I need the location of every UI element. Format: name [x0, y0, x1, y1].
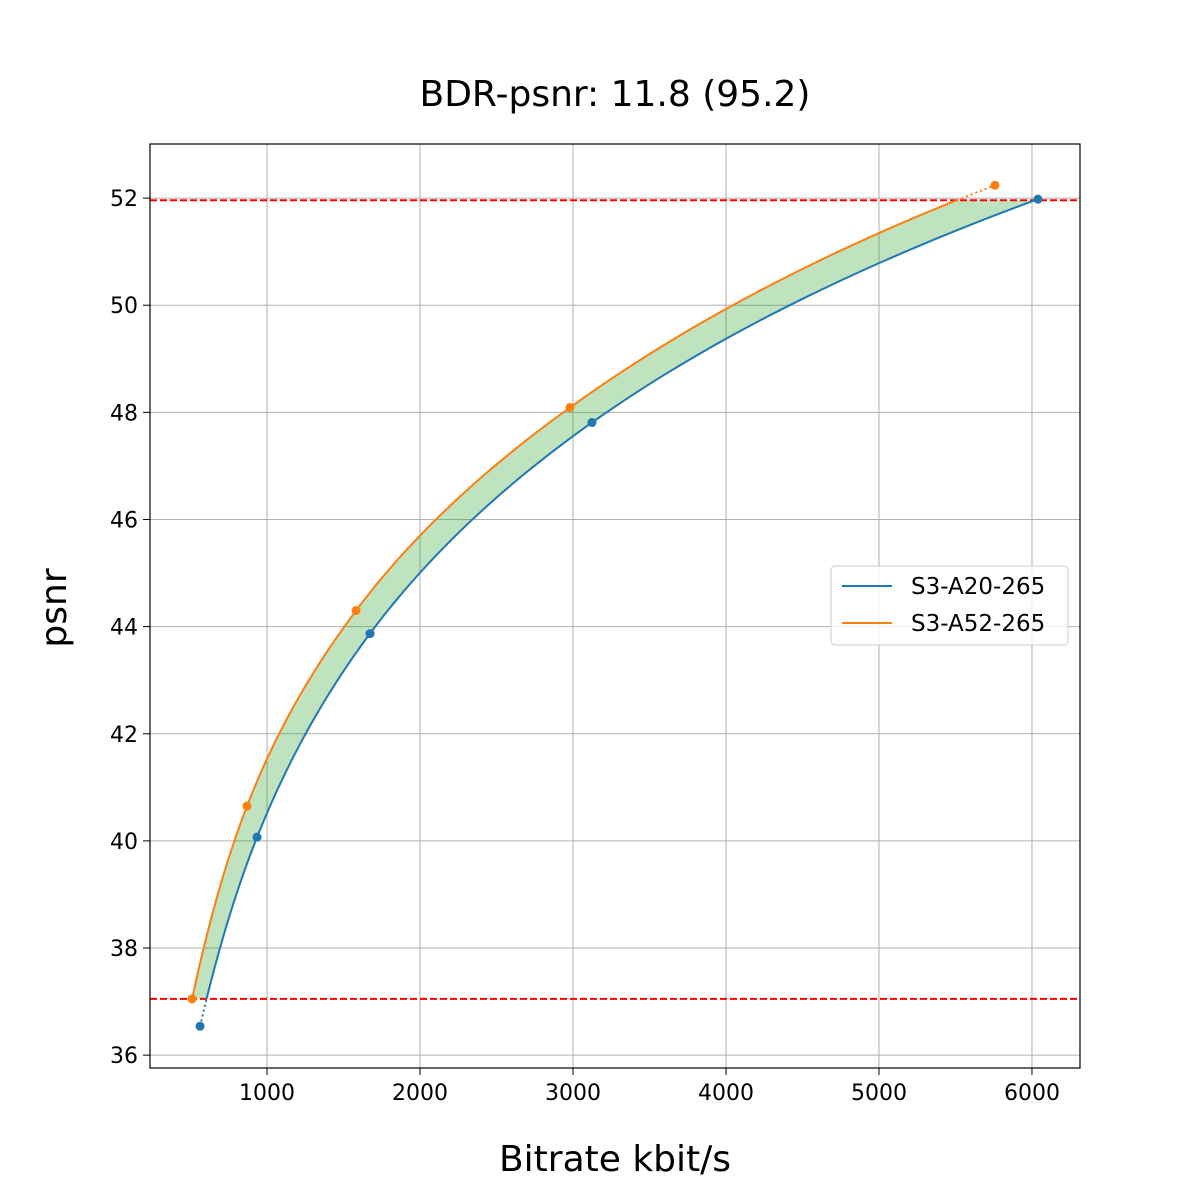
ticks: 1000 2000 3000 4000 5000 6000 36 38 40 42 44 46 48 50…: [110, 187, 1060, 1106]
series-group: [187, 180, 1043, 1031]
plot-frame: [149, 143, 1081, 1069]
data-point: [252, 832, 262, 842]
x-axis-label: Bitrate kbit/s: [499, 1139, 731, 1180]
data-point: [195, 1021, 205, 1031]
data-point: [565, 403, 575, 413]
x-tick-label: 3000: [545, 1081, 601, 1106]
y-tick-label: 44: [110, 616, 138, 641]
x-tick-label: 2000: [392, 1081, 448, 1106]
data-point: [187, 994, 197, 1004]
y-tick-label: 48: [110, 401, 138, 426]
y-tick-label: 52: [110, 187, 138, 212]
y-tick-label: 50: [110, 294, 138, 319]
chart-title: BDR-psnr: 11.8 (95.2): [420, 74, 811, 115]
data-point: [1033, 194, 1043, 204]
y-axis-label: psnr: [34, 568, 75, 647]
data-point: [351, 606, 361, 616]
y-tick-label: 42: [110, 723, 138, 748]
series-curve: [191, 199, 958, 1000]
data-point: [990, 180, 1000, 190]
x-tick-label: 4000: [698, 1081, 754, 1106]
x-tick-label: 1000: [239, 1081, 295, 1106]
x-tick-label: 6000: [1004, 1081, 1060, 1106]
legend-label-s3-a52: S3-A52-265: [911, 611, 1045, 637]
legend-label-s3-a20: S3-A20-265: [911, 574, 1045, 600]
reference-lines: [150, 199, 1080, 1000]
series-extension: [956, 184, 996, 202]
legend: S3-A20-265 S3-A52-265: [830, 565, 1069, 646]
x-tick-label: 5000: [851, 1081, 907, 1106]
data-point: [365, 629, 375, 639]
y-tick-label: 46: [110, 508, 138, 533]
y-tick-label: 38: [110, 937, 138, 962]
data-point: [587, 418, 597, 428]
series-curve: [205, 199, 1036, 1000]
y-tick-label: 36: [110, 1044, 138, 1069]
y-tick-label: 40: [110, 830, 138, 855]
data-point: [242, 801, 252, 811]
